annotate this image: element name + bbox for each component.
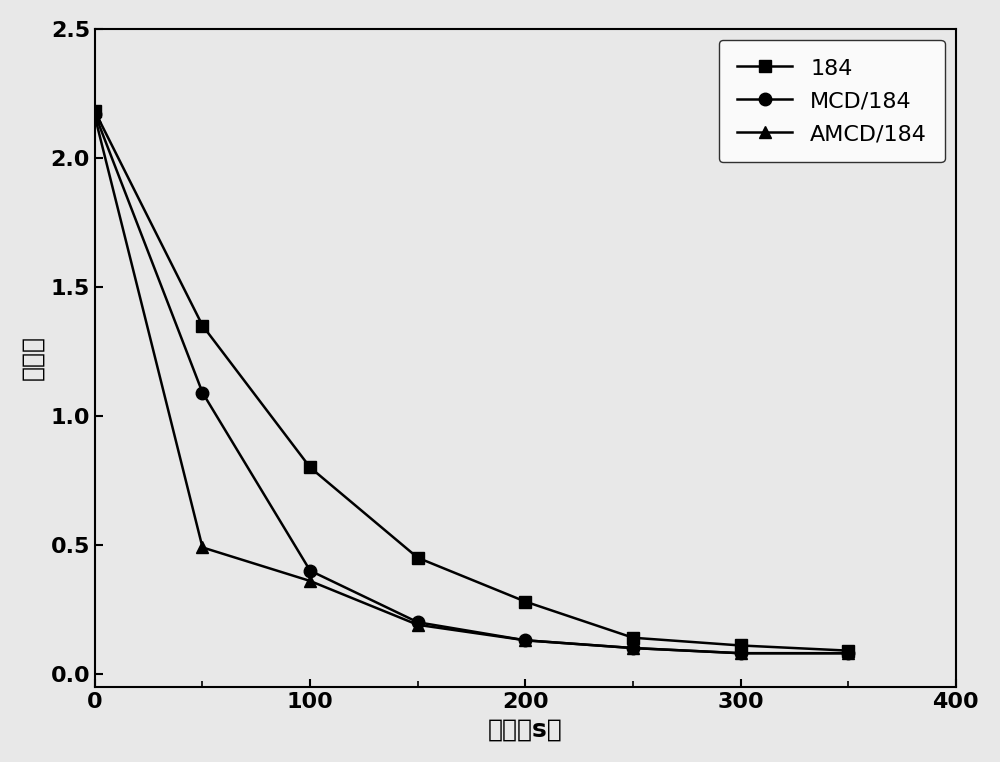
X-axis label: 时间（s）: 时间（s） (488, 717, 563, 741)
MCD/184 (304, 566, 316, 575)
AMCD/184 (519, 636, 531, 645)
MCD/184 (89, 110, 101, 119)
Line: 184: 184 (89, 105, 854, 657)
Y-axis label: 吸光度: 吸光度 (21, 335, 45, 380)
184 (304, 463, 316, 472)
184 (89, 107, 101, 116)
184 (196, 321, 208, 330)
184 (519, 597, 531, 607)
AMCD/184 (735, 648, 747, 658)
184 (412, 553, 424, 562)
184 (842, 646, 854, 655)
Line: AMCD/184: AMCD/184 (89, 110, 854, 659)
MCD/184 (627, 643, 639, 652)
AMCD/184 (304, 576, 316, 585)
Line: MCD/184: MCD/184 (89, 107, 854, 659)
184 (735, 641, 747, 650)
184 (627, 633, 639, 642)
AMCD/184 (842, 648, 854, 658)
Legend: 184, MCD/184, AMCD/184: 184, MCD/184, AMCD/184 (719, 40, 945, 162)
MCD/184 (735, 648, 747, 658)
AMCD/184 (196, 543, 208, 552)
AMCD/184 (627, 643, 639, 652)
MCD/184 (196, 388, 208, 397)
AMCD/184 (412, 620, 424, 629)
MCD/184 (412, 618, 424, 627)
MCD/184 (842, 648, 854, 658)
AMCD/184 (89, 112, 101, 121)
MCD/184 (519, 636, 531, 645)
